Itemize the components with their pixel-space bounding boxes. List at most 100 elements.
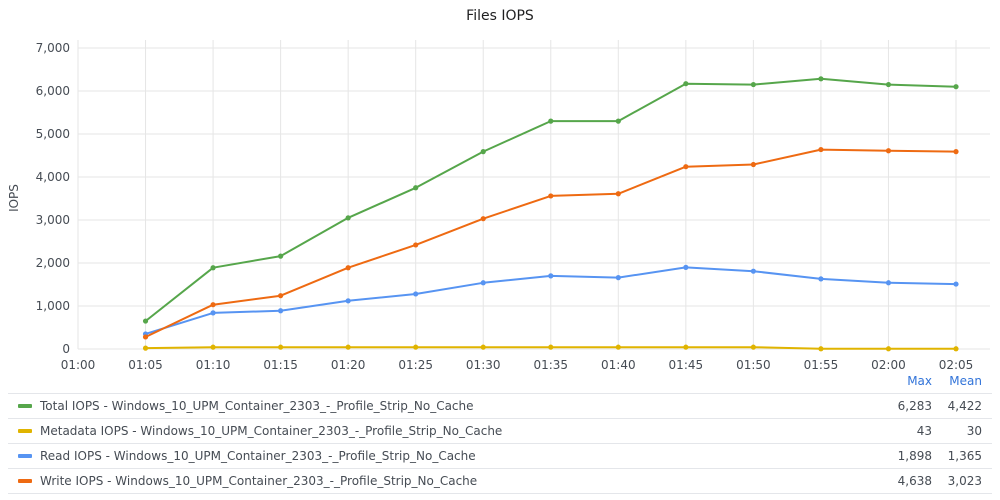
legend-mean-value: 30 (966, 424, 982, 438)
x-tick-label: 01:50 (736, 358, 771, 372)
data-point[interactable] (548, 344, 554, 350)
data-point[interactable] (953, 84, 959, 90)
legend-mean-value: 1,365 (947, 449, 982, 463)
data-point[interactable] (953, 281, 959, 287)
data-point[interactable] (683, 81, 689, 87)
data-point[interactable] (278, 293, 284, 299)
legend-label: Total IOPS - Windows_10_UPM_Container_23… (40, 399, 474, 413)
x-tick-label: 01:35 (533, 358, 568, 372)
legend-max-value: 1,898 (897, 449, 932, 463)
x-tick-label: 01:55 (804, 358, 839, 372)
x-tick-label: 01:25 (398, 358, 433, 372)
legend-swatch (18, 429, 32, 433)
data-point[interactable] (210, 265, 216, 271)
data-point[interactable] (615, 275, 621, 281)
y-axis-label: IOPS (7, 184, 21, 212)
data-point[interactable] (818, 76, 824, 82)
legend-label: Write IOPS - Windows_10_UPM_Container_23… (40, 474, 478, 488)
data-point[interactable] (210, 344, 216, 350)
legend-mean-value: 4,422 (947, 399, 982, 413)
data-point[interactable] (818, 276, 824, 282)
x-tick-label: 02:00 (871, 358, 906, 372)
x-tick-label: 01:30 (466, 358, 501, 372)
data-point[interactable] (548, 193, 554, 199)
y-tick-label: 0 (62, 342, 70, 356)
data-point[interactable] (885, 81, 892, 88)
legend-swatch (18, 454, 32, 458)
data-point[interactable] (480, 280, 486, 286)
data-point[interactable] (885, 346, 892, 352)
data-point[interactable] (953, 346, 959, 352)
data-point[interactable] (413, 344, 419, 350)
legend: Total IOPS - Windows_10_UPM_Container_23… (8, 393, 992, 494)
data-point[interactable] (345, 298, 351, 304)
data-point[interactable] (818, 346, 824, 352)
legend-max-value: 43 (916, 424, 932, 438)
data-point[interactable] (278, 253, 284, 259)
data-point[interactable] (278, 308, 284, 314)
data-point[interactable] (683, 164, 689, 170)
data-point[interactable] (210, 310, 216, 316)
data-point[interactable] (345, 265, 351, 271)
y-tick-label: 1,000 (36, 299, 70, 313)
data-point[interactable] (548, 118, 554, 124)
data-point[interactable] (615, 118, 621, 124)
data-point[interactable] (750, 344, 756, 350)
legend-label: Read IOPS - Windows_10_UPM_Container_230… (40, 449, 476, 463)
line-chart: 0 1,000 2,000 3,000 4,000 5,000 6,000 7,000 01:… (7, 40, 990, 372)
data-point[interactable] (480, 344, 486, 350)
y-tick-label: 4,000 (36, 170, 70, 184)
legend-item[interactable]: Metadata IOPS - Windows_10_UPM_Container… (8, 418, 992, 443)
data-point[interactable] (885, 280, 892, 286)
data-point[interactable] (750, 268, 756, 274)
data-point[interactable] (480, 216, 486, 222)
data-point[interactable] (750, 81, 756, 88)
data-point[interactable] (750, 161, 756, 168)
x-axis: 01:00 01:05 01:10 01:15 01:20 01:25 01:30 01:35… (61, 358, 974, 372)
data-point[interactable] (683, 264, 689, 270)
data-point[interactable] (278, 344, 284, 350)
data-point[interactable] (615, 191, 621, 197)
data-point[interactable] (142, 318, 149, 324)
legend-col-mean[interactable]: Mean (949, 374, 982, 388)
legend-mean-value: 3,023 (947, 474, 982, 488)
y-tick-label: 7,000 (36, 41, 70, 55)
data-point[interactable] (413, 242, 419, 248)
y-tick-label: 3,000 (36, 213, 70, 227)
data-point[interactable] (142, 345, 149, 351)
data-point[interactable] (345, 215, 351, 221)
x-tick-label: 01:45 (669, 358, 704, 372)
data-point[interactable] (480, 149, 486, 155)
data-point[interactable] (953, 149, 959, 155)
data-point[interactable] (818, 146, 824, 153)
grid (77, 40, 990, 350)
legend-max-value: 4,638 (897, 474, 932, 488)
legend-item[interactable]: Write IOPS - Windows_10_UPM_Container_23… (8, 468, 992, 494)
legend-swatch (18, 404, 32, 408)
y-axis: 0 1,000 2,000 3,000 4,000 5,000 6,000 7,000 (36, 41, 70, 356)
data-point[interactable] (413, 291, 419, 297)
x-tick-label: 01:10 (196, 358, 231, 372)
data-point[interactable] (142, 334, 149, 340)
x-tick-label: 01:00 (61, 358, 96, 372)
legend-item[interactable]: Read IOPS - Windows_10_UPM_Container_230… (8, 443, 992, 468)
data-point[interactable] (885, 148, 892, 154)
legend-item[interactable]: Total IOPS - Windows_10_UPM_Container_23… (8, 393, 992, 418)
legend-col-max[interactable]: Max (907, 374, 932, 388)
legend-max-value: 6,283 (897, 399, 932, 413)
legend-header: Max Mean (0, 374, 1000, 392)
data-point[interactable] (413, 185, 419, 191)
data-point[interactable] (615, 344, 621, 350)
y-tick-label: 6,000 (36, 84, 70, 98)
legend-label: Metadata IOPS - Windows_10_UPM_Container… (40, 424, 503, 438)
data-point[interactable] (548, 273, 554, 279)
chart-title: Files IOPS (466, 8, 534, 24)
x-tick-label: 01:40 (601, 358, 636, 372)
y-tick-label: 2,000 (36, 256, 70, 270)
x-tick-label: 01:05 (128, 358, 163, 372)
data-point[interactable] (210, 302, 216, 308)
data-point[interactable] (683, 344, 689, 350)
y-tick-label: 5,000 (36, 127, 70, 141)
data-point[interactable] (345, 344, 351, 350)
x-tick-label: 02:05 (939, 358, 974, 372)
